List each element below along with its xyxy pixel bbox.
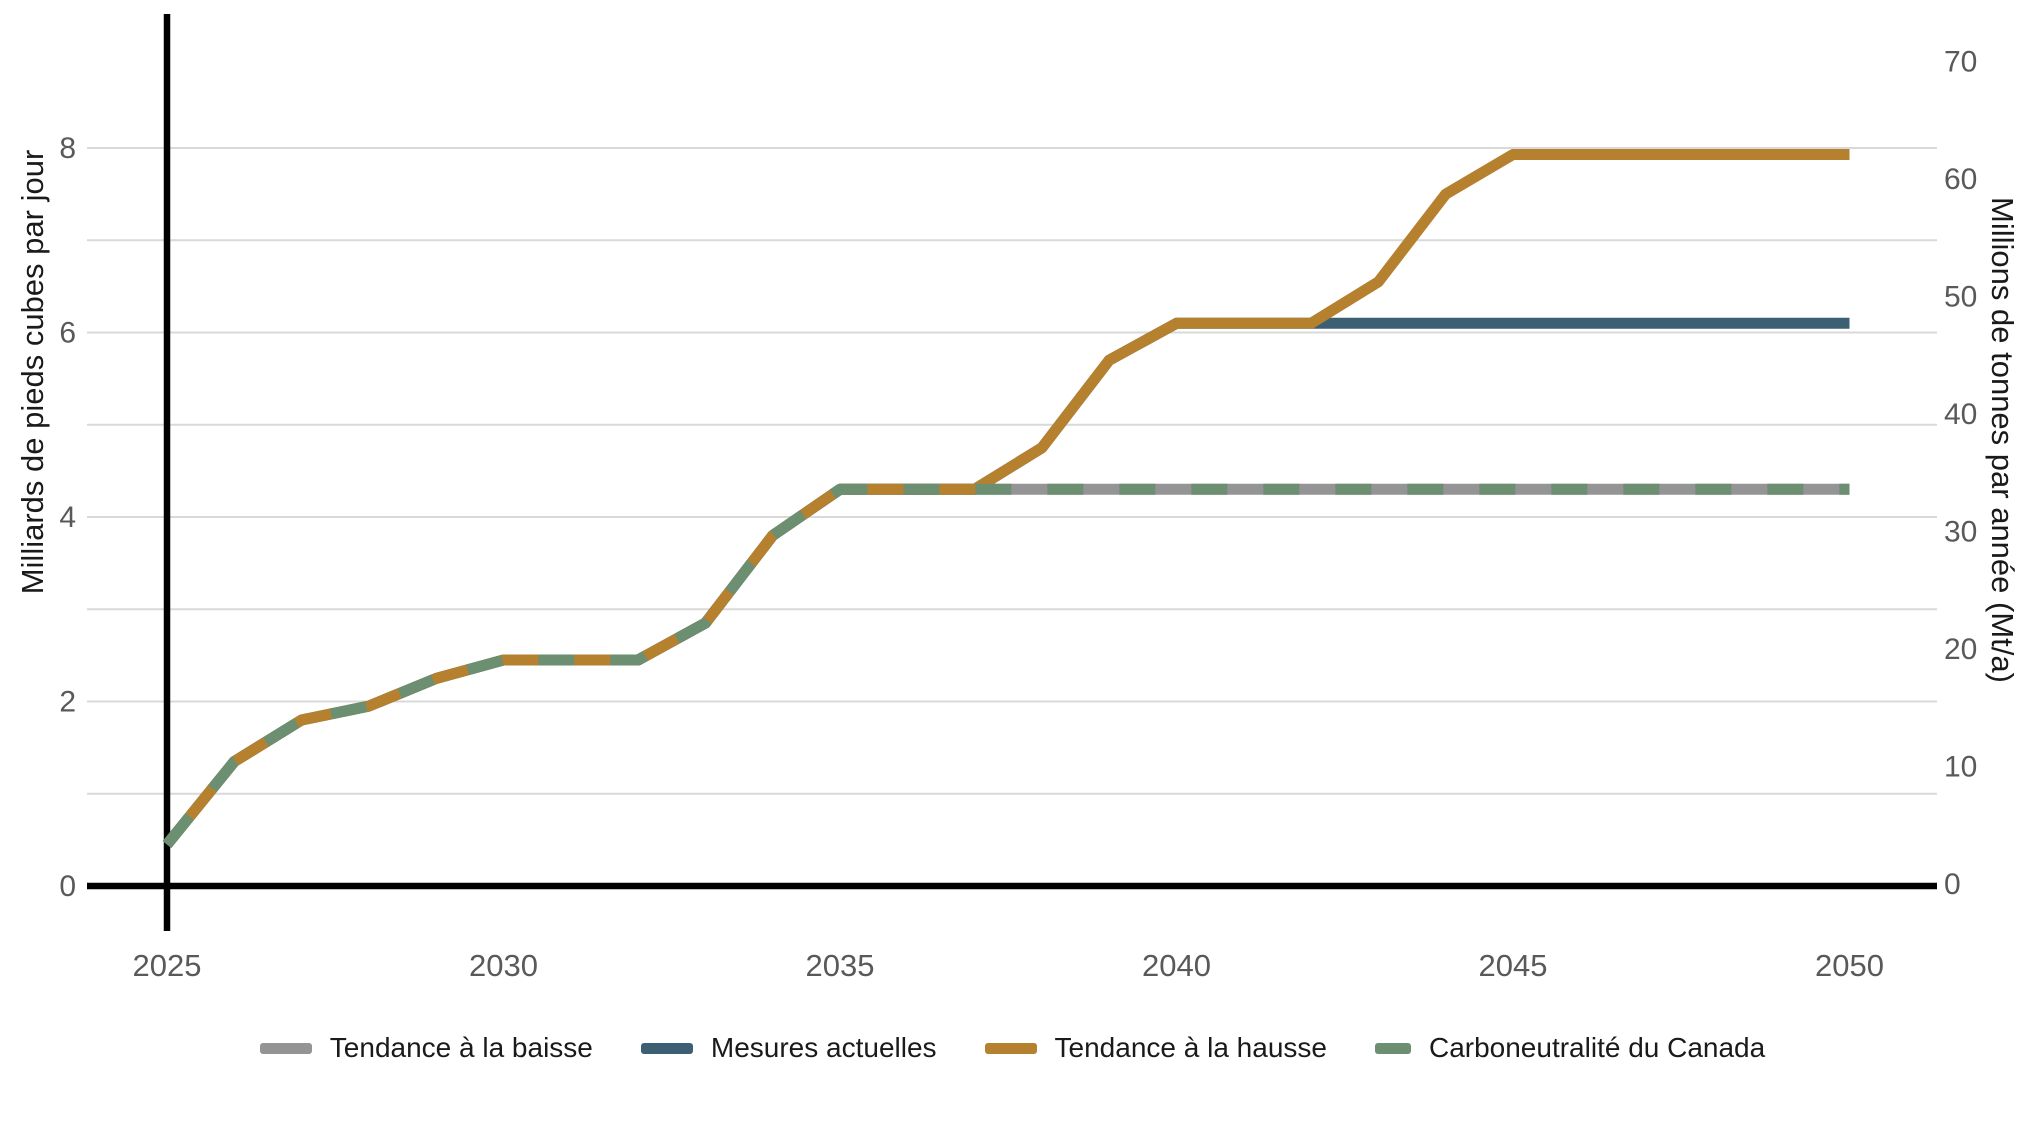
legend-swatch-0: [259, 1042, 312, 1054]
right-tick-label-20: 20: [1944, 633, 1977, 666]
left-tick-label-4: 4: [59, 501, 76, 534]
series-line-1: [162, 317, 1850, 848]
legend-item-2: Tendance à la hausse: [984, 1032, 1327, 1064]
right-tick-label-0: 0: [1944, 868, 1961, 901]
right-tick-label-40: 40: [1944, 398, 1977, 431]
x-tick-label-2050: 2050: [1815, 948, 1884, 983]
series-line-2: [162, 149, 1850, 848]
x-tick-label-2035: 2035: [806, 948, 875, 983]
x-tick-label-2040: 2040: [1142, 948, 1211, 983]
left-tick-label-0: 0: [59, 870, 76, 903]
legend-swatch-1: [640, 1042, 693, 1054]
legend-label-2: Tendance à la hausse: [1054, 1032, 1327, 1063]
left-axis-title: Milliards de pieds cubes par jour: [15, 149, 50, 595]
left-tick-label-2: 2: [59, 686, 76, 719]
right-axis-title: Millions de tonnes par année (Mt/a): [1985, 197, 2020, 683]
right-tick-label-70: 70: [1944, 46, 1977, 79]
right-tick-label-60: 60: [1944, 163, 1977, 196]
series-line-0: [162, 483, 1850, 848]
right-tick-label-50: 50: [1944, 281, 1977, 314]
legend-label-1: Mesures actuelles: [710, 1032, 937, 1063]
legend-label-0: Tendance à la baisse: [329, 1032, 593, 1063]
right-tick-label-10: 10: [1944, 751, 1977, 784]
x-tick-label-2025: 2025: [133, 948, 202, 983]
legend-item-0: Tendance à la baisse: [259, 1032, 593, 1064]
legend-item-3: Carboneutralité du Canada: [1374, 1032, 1766, 1064]
right-tick-label-30: 30: [1944, 516, 1977, 549]
x-tick-label-2045: 2045: [1479, 948, 1548, 983]
left-tick-label-8: 8: [59, 132, 76, 165]
legend-swatch-2: [984, 1042, 1037, 1054]
series-line-3: [162, 483, 1850, 848]
legend-item-1: Mesures actuelles: [640, 1032, 937, 1064]
legend-label-3: Carboneutralité du Canada: [1428, 1032, 1766, 1063]
legend-swatch-3: [1374, 1042, 1411, 1054]
x-tick-label-2030: 2030: [469, 948, 538, 983]
left-tick-label-6: 6: [59, 317, 76, 350]
chart-legend: Tendance à la baisse Mesures actuelles Ten…: [0, 1032, 2025, 1064]
